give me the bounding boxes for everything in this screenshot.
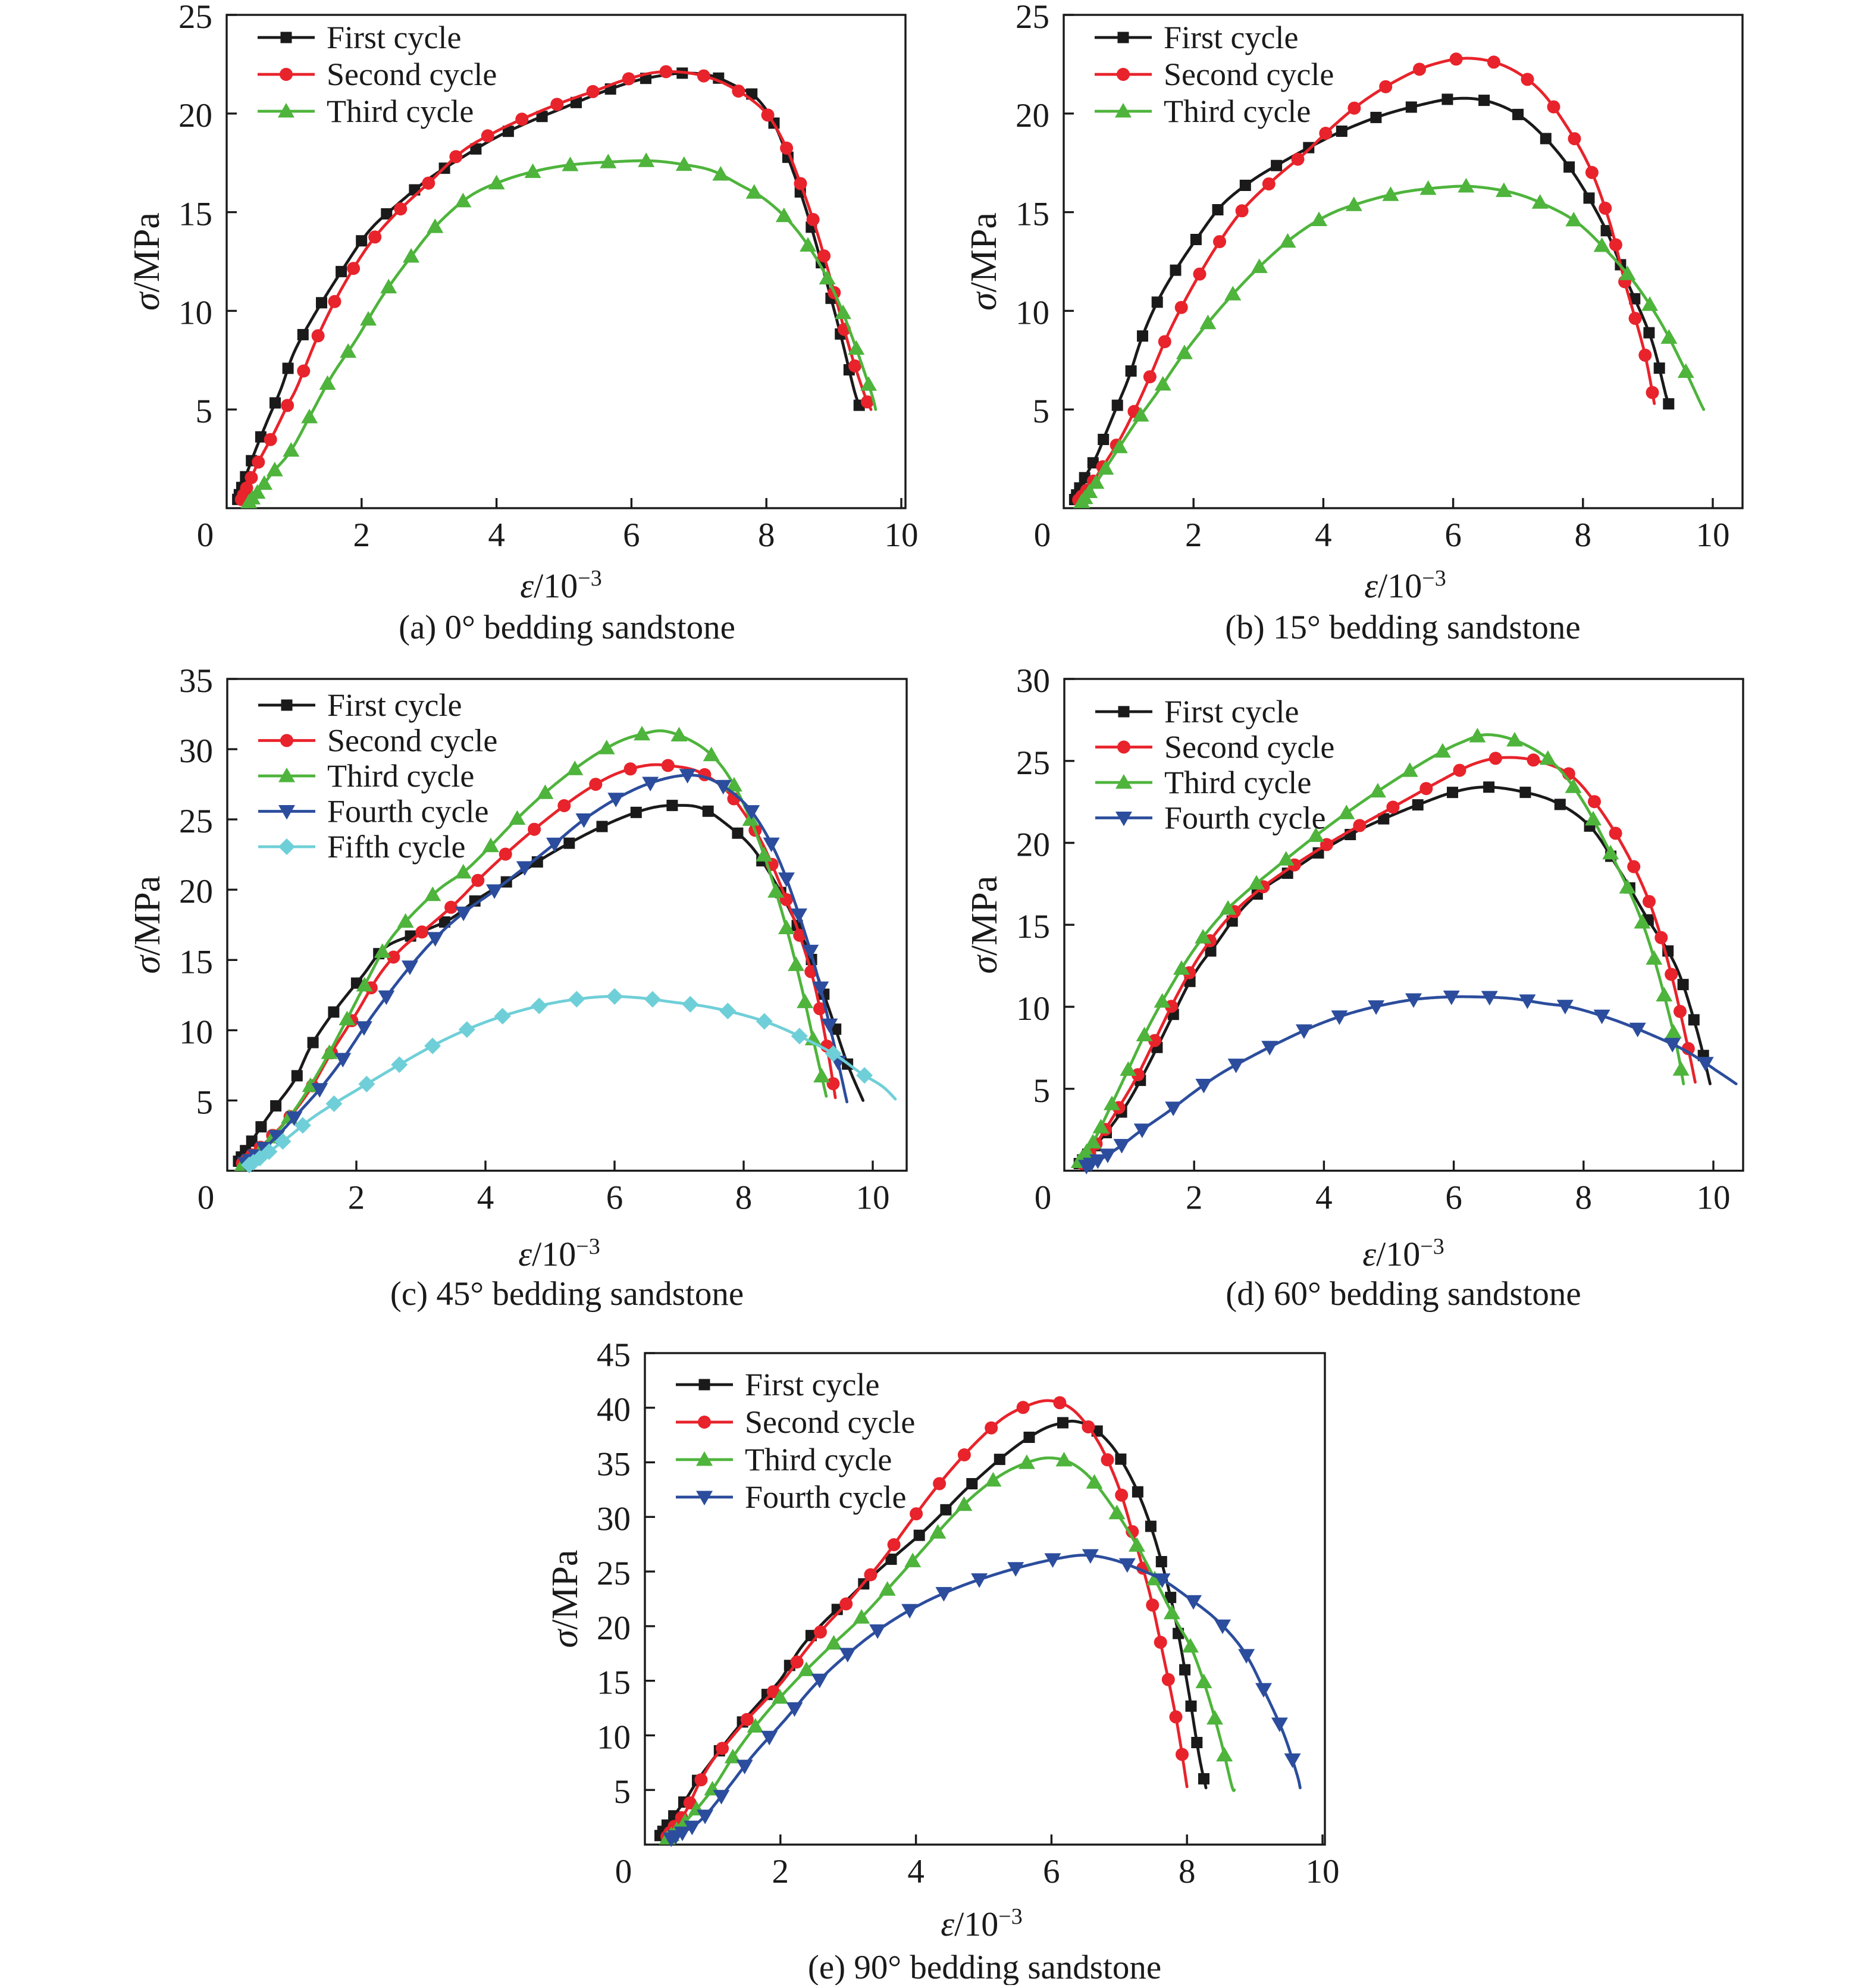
svg-text:First cycle: First cycle	[1164, 20, 1298, 55]
svg-text:10: 10	[179, 1013, 213, 1051]
svg-text:10: 10	[597, 1718, 631, 1756]
svg-text:First cycle: First cycle	[327, 20, 461, 55]
svg-text:6: 6	[1043, 1853, 1060, 1890]
svg-text:6: 6	[1444, 516, 1462, 554]
svg-text:0: 0	[615, 1853, 632, 1890]
svg-text:20: 20	[1016, 826, 1050, 864]
svg-text:4: 4	[1315, 1179, 1333, 1217]
svg-text:σ/MPa: σ/MPa	[964, 876, 1005, 974]
svg-text:Third cycle: Third cycle	[1164, 93, 1311, 129]
svg-text:35: 35	[179, 662, 213, 700]
svg-text:(d) 60° bedding sandstone: (d) 60° bedding sandstone	[1226, 1275, 1581, 1313]
svg-text:Second cycle: Second cycle	[327, 723, 497, 759]
svg-text:25: 25	[1016, 0, 1049, 36]
svg-text:6: 6	[623, 516, 640, 554]
svg-text:35: 35	[597, 1446, 631, 1483]
svg-text:8: 8	[1575, 1179, 1593, 1217]
svg-text:First cycle: First cycle	[1164, 694, 1299, 730]
svg-text:4: 4	[477, 1179, 494, 1217]
svg-text:0: 0	[197, 516, 214, 554]
svg-text:5: 5	[614, 1773, 631, 1811]
svg-text:Fourth cycle: Fourth cycle	[745, 1479, 906, 1515]
svg-text:Third cycle: Third cycle	[327, 758, 474, 794]
svg-text:4: 4	[907, 1853, 925, 1890]
svg-text:20: 20	[597, 1610, 631, 1647]
svg-text:25: 25	[178, 0, 212, 36]
svg-text:σ/MPa: σ/MPa	[964, 212, 1004, 311]
svg-text:8: 8	[758, 516, 775, 554]
svg-text:6: 6	[606, 1179, 623, 1217]
svg-text:10: 10	[1697, 1179, 1731, 1217]
svg-text:(c) 45° bedding sandstone: (c) 45° bedding sandstone	[390, 1275, 744, 1313]
svg-text:8: 8	[1179, 1853, 1196, 1890]
svg-text:5: 5	[196, 1084, 214, 1121]
svg-text:15: 15	[179, 943, 213, 981]
svg-text:Second cycle: Second cycle	[745, 1404, 915, 1440]
svg-text:Second cycle: Second cycle	[1164, 57, 1334, 92]
svg-text:σ/MPa: σ/MPa	[127, 212, 167, 311]
svg-text:σ/MPa: σ/MPa	[545, 1550, 585, 1648]
svg-text:2: 2	[772, 1853, 789, 1890]
svg-text:Fourth cycle: Fourth cycle	[327, 794, 488, 829]
svg-text:2: 2	[353, 516, 371, 554]
svg-text:40: 40	[597, 1391, 631, 1429]
svg-text:(a) 0° bedding sandstone: (a) 0° bedding sandstone	[399, 609, 735, 646]
svg-text:8: 8	[735, 1179, 753, 1217]
svg-text:Second cycle: Second cycle	[327, 57, 497, 92]
svg-text:30: 30	[179, 732, 213, 770]
svg-text:First cycle: First cycle	[327, 687, 462, 723]
svg-text:25: 25	[597, 1555, 631, 1592]
svg-text:σ/MPa: σ/MPa	[127, 876, 168, 974]
svg-text:10: 10	[885, 516, 919, 554]
svg-text:4: 4	[1315, 516, 1332, 554]
svg-text:Fifth cycle: Fifth cycle	[327, 829, 465, 865]
svg-text:Third cycle: Third cycle	[327, 93, 474, 129]
svg-text:6: 6	[1445, 1179, 1462, 1217]
svg-text:Fourth cycle: Fourth cycle	[1164, 800, 1325, 836]
svg-text:10: 10	[1306, 1853, 1340, 1890]
svg-text:25: 25	[1016, 744, 1050, 782]
svg-text:20: 20	[179, 873, 213, 910]
svg-text:15: 15	[1016, 908, 1050, 946]
svg-text:10: 10	[1016, 294, 1049, 331]
svg-text:8: 8	[1575, 516, 1592, 554]
svg-text:(b) 15° bedding sandstone: (b) 15° bedding sandstone	[1225, 609, 1580, 646]
svg-text:5: 5	[1033, 393, 1050, 430]
svg-text:15: 15	[1016, 196, 1049, 233]
svg-text:ε/10−3: ε/10−3	[941, 1904, 1022, 1943]
svg-text:20: 20	[1016, 97, 1049, 134]
svg-text:15: 15	[597, 1664, 631, 1702]
svg-text:10: 10	[856, 1179, 890, 1217]
svg-text:5: 5	[1033, 1072, 1051, 1110]
svg-text:Second cycle: Second cycle	[1164, 730, 1334, 765]
svg-text:Third cycle: Third cycle	[1164, 765, 1311, 800]
svg-text:2: 2	[1186, 1179, 1203, 1217]
svg-text:4: 4	[488, 516, 505, 554]
svg-text:0: 0	[1034, 516, 1051, 554]
svg-text:15: 15	[178, 196, 212, 233]
svg-text:30: 30	[597, 1500, 631, 1538]
svg-text:2: 2	[1185, 516, 1202, 554]
svg-text:10: 10	[1016, 990, 1050, 1028]
svg-text:First cycle: First cycle	[745, 1367, 879, 1402]
svg-text:5: 5	[196, 393, 213, 430]
svg-text:ε/10−3: ε/10−3	[520, 566, 601, 605]
svg-text:45: 45	[597, 1336, 631, 1374]
svg-text:30: 30	[1016, 662, 1050, 700]
svg-text:0: 0	[1035, 1179, 1052, 1217]
svg-text:(e) 90° bedding sandstone: (e) 90° bedding sandstone	[808, 1949, 1161, 1985]
svg-text:0: 0	[198, 1179, 215, 1217]
svg-text:Third cycle: Third cycle	[745, 1442, 892, 1477]
svg-text:25: 25	[179, 803, 213, 840]
svg-text:10: 10	[178, 294, 212, 331]
svg-text:20: 20	[178, 97, 212, 134]
svg-text:2: 2	[348, 1179, 365, 1217]
svg-text:10: 10	[1696, 516, 1730, 554]
